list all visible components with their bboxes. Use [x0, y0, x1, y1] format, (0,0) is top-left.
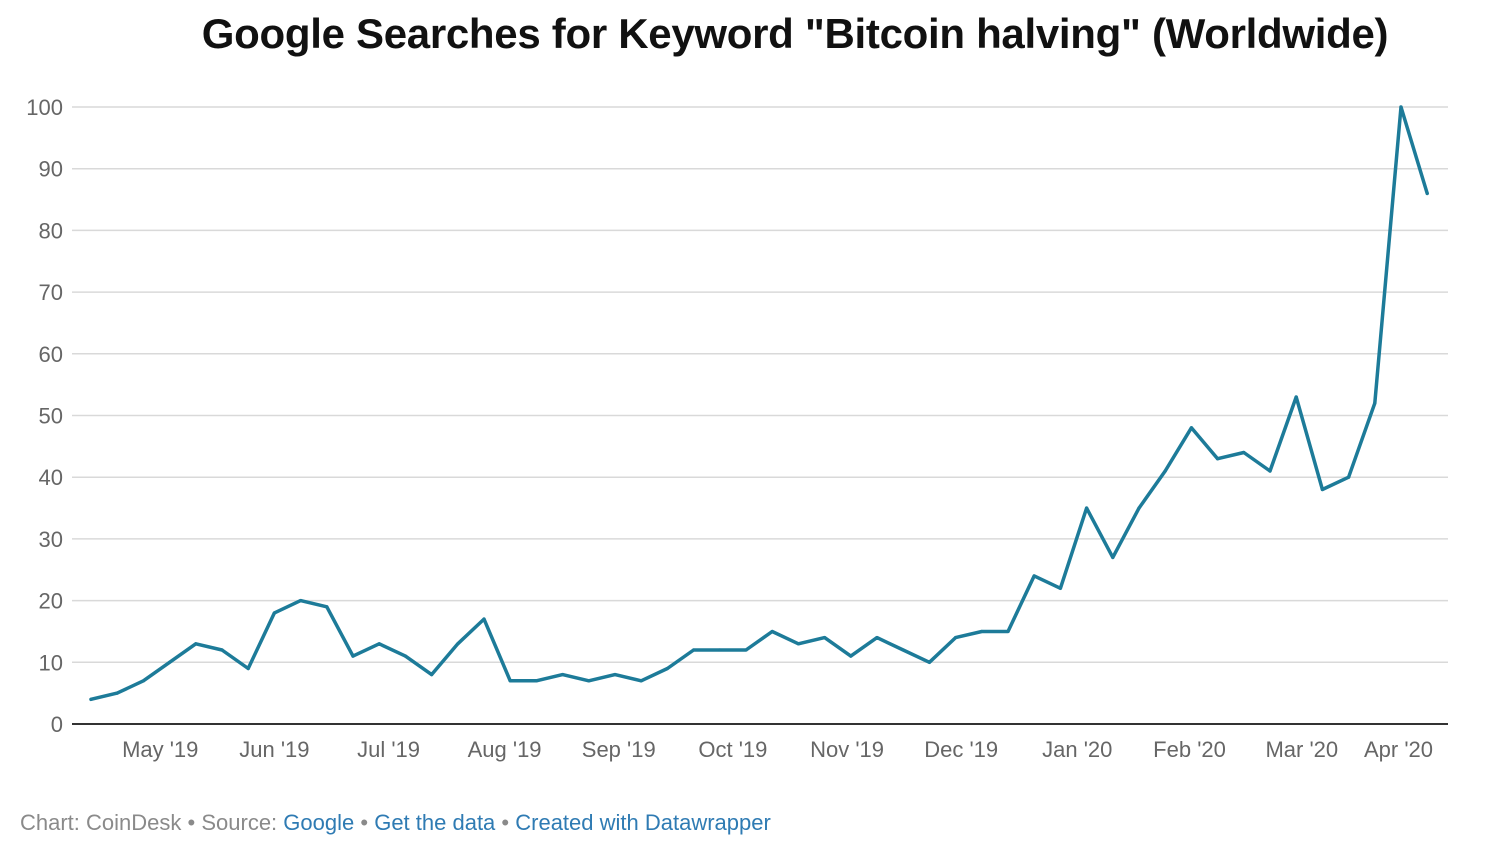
data-point	[1242, 450, 1246, 455]
data-point	[377, 642, 381, 646]
data-point	[1006, 629, 1010, 634]
data-point	[272, 611, 276, 615]
footer-source-label: Source:	[201, 810, 278, 835]
data-point	[456, 642, 460, 646]
data-point	[508, 679, 512, 683]
x-tick-label: Nov '19	[810, 737, 884, 762]
data-point	[325, 605, 329, 609]
data-point	[639, 679, 643, 683]
x-tick-label: Jul '19	[357, 737, 420, 762]
data-point	[796, 642, 801, 646]
x-tick-label: Sep '19	[582, 737, 656, 762]
data-point	[141, 679, 145, 683]
data-point	[1399, 105, 1403, 109]
data-point	[246, 666, 250, 671]
x-tick-label: Oct '19	[698, 737, 767, 762]
x-tick-label: Aug '19	[468, 737, 542, 762]
data-point	[299, 599, 303, 603]
data-point	[168, 660, 172, 664]
data-point	[1189, 426, 1193, 430]
data-point	[1085, 506, 1089, 510]
x-tick-label: Dec '19	[924, 737, 998, 762]
data-point	[1058, 586, 1062, 590]
data-point	[351, 654, 355, 658]
x-tick-label: Jan '20	[1042, 737, 1112, 762]
series-line	[89, 105, 1429, 702]
data-point	[927, 660, 932, 664]
x-axis-ticks: May '19 Jun '19 Jul '19 Aug '19 Sep '19 Oct '…	[122, 737, 1433, 762]
data-point	[1347, 475, 1351, 479]
data-point	[849, 654, 853, 658]
data-point	[1425, 191, 1429, 195]
footer-separator: •	[187, 810, 196, 835]
y-tick-label: 0	[51, 712, 63, 737]
line-chart: 0 10 20 30 40 50 60 70 80 90 100 May '19 Jun '19 Jul…	[26, 95, 1448, 762]
data-point	[954, 636, 958, 640]
data-point	[403, 654, 407, 658]
data-point	[1032, 574, 1036, 578]
footer-datawrapper-link[interactable]: Created with Datawrapper	[515, 810, 771, 835]
footer-get-data-link[interactable]: Get the data	[374, 810, 496, 835]
y-axis-ticks: 0 10 20 30 40 50 60 70 80 90 100	[26, 95, 63, 737]
data-points	[89, 105, 1429, 701]
data-point	[901, 648, 905, 652]
data-point	[1320, 487, 1324, 492]
footer-separator: •	[501, 810, 510, 835]
footer-separator: •	[360, 810, 369, 835]
data-point	[692, 648, 696, 652]
chart-footer: Chart: CoinDesk • Source: Google • Get t…	[20, 810, 771, 836]
data-point	[1373, 401, 1377, 405]
data-point	[665, 666, 670, 671]
y-tick-label: 50	[39, 404, 63, 429]
data-point	[430, 673, 434, 677]
data-point	[194, 642, 198, 646]
footer-source-link[interactable]: Google	[283, 810, 355, 835]
data-point	[1163, 469, 1167, 473]
x-tick-label: Mar '20	[1265, 737, 1338, 762]
data-point	[115, 691, 119, 695]
x-tick-label: May '19	[122, 737, 198, 762]
data-point	[980, 629, 984, 634]
y-tick-label: 80	[39, 218, 63, 243]
y-tick-label: 30	[39, 527, 63, 552]
data-point	[1268, 469, 1272, 473]
x-tick-label: Jun '19	[239, 737, 309, 762]
data-point	[823, 636, 827, 640]
y-tick-label: 40	[39, 465, 63, 490]
y-tick-label: 100	[26, 95, 63, 120]
chart-title: Google Searches for Keyword "Bitcoin hal…	[201, 10, 1389, 57]
data-point	[220, 648, 224, 652]
y-tick-label: 70	[39, 280, 63, 305]
data-point	[718, 648, 722, 652]
data-point	[89, 697, 93, 701]
data-point	[1294, 395, 1298, 399]
data-point	[1111, 555, 1115, 560]
y-tick-label: 20	[39, 589, 63, 614]
gridlines	[72, 106, 1448, 664]
data-point	[561, 673, 565, 677]
data-point	[1216, 457, 1220, 461]
footer-chart-credit: Chart: CoinDesk	[20, 810, 182, 835]
data-point	[1137, 506, 1141, 510]
data-point	[875, 636, 879, 640]
y-tick-label: 10	[39, 650, 63, 675]
data-point	[482, 617, 486, 621]
y-tick-label: 60	[39, 342, 63, 367]
data-point	[534, 679, 539, 683]
data-point	[587, 679, 591, 683]
x-tick-label: Apr '20	[1364, 737, 1433, 762]
data-point	[770, 629, 774, 634]
data-point	[744, 648, 748, 652]
data-point	[613, 673, 617, 677]
y-tick-label: 90	[39, 157, 63, 182]
x-tick-label: Feb '20	[1153, 737, 1226, 762]
